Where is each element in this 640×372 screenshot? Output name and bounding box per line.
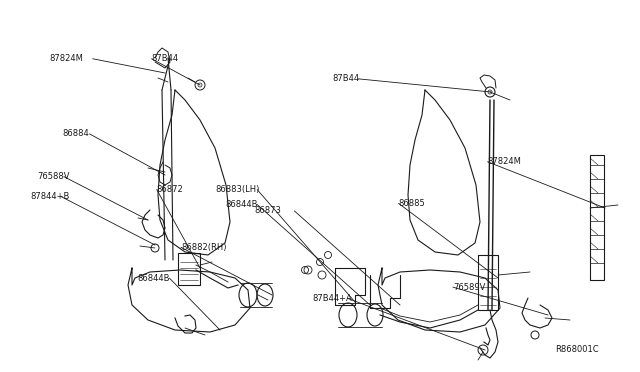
Text: 87B44: 87B44: [333, 74, 360, 83]
Text: 86885: 86885: [399, 199, 426, 208]
Text: 86873: 86873: [255, 206, 282, 215]
Text: 87B44: 87B44: [152, 54, 179, 63]
Text: 86884: 86884: [62, 129, 89, 138]
Text: 76589V: 76589V: [453, 283, 486, 292]
Text: 87844+B: 87844+B: [31, 192, 70, 201]
Text: 86883(LH): 86883(LH): [216, 185, 260, 194]
Text: 87824M: 87824M: [49, 54, 83, 63]
Bar: [178, 253, 200, 285]
Text: 76588V: 76588V: [37, 172, 70, 181]
Text: 87B44+A: 87B44+A: [312, 294, 352, 303]
Text: R868001C: R868001C: [556, 345, 599, 354]
Text: 87824M: 87824M: [488, 157, 522, 166]
Text: 86872: 86872: [157, 185, 184, 194]
Text: 86882(RH): 86882(RH): [181, 243, 227, 252]
Bar: [478, 255, 498, 310]
Text: 86844B: 86844B: [137, 274, 170, 283]
Text: 86844B: 86844B: [225, 200, 258, 209]
Bar: [590, 155, 604, 280]
